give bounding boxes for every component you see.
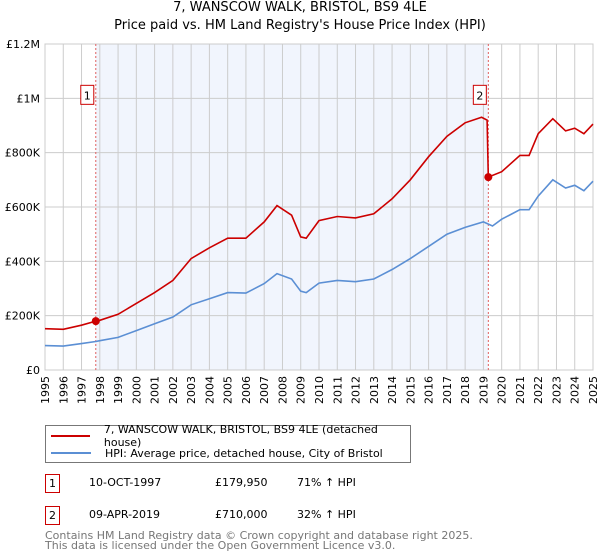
x-tick-label: 2016 [423,376,436,404]
x-tick-label: 1996 [57,376,70,404]
x-tick-label: 2001 [149,376,162,404]
y-tick-label: £800K [5,147,41,160]
x-tick-label: 2022 [532,376,545,404]
legend-swatch-blue [51,452,91,454]
x-tick-label: 2004 [203,376,216,404]
sale-marker-box [80,84,95,105]
x-tick-label: 2010 [313,376,326,404]
x-tick-label: 2009 [295,376,308,404]
x-tick-label: 2017 [441,376,454,404]
x-tick-label: 2025 [587,376,600,404]
chart-title: 7, WANSCOW WALK, BRISTOL, BS9 4LE [173,0,427,15]
sale-date: 10-OCT-1997 [89,476,162,489]
x-tick-label: 2013 [368,376,381,404]
x-tick-label: 1998 [94,376,107,404]
x-tick-label: 1995 [39,376,52,404]
sale-date: 09-APR-2019 [89,508,161,521]
x-tick-label: 2007 [258,376,271,404]
legend-label: HPI: Average price, detached house, City… [105,446,383,460]
x-tick-label: 2005 [222,376,235,404]
legend-swatch-red [51,435,90,437]
x-tick-label: 2015 [404,376,417,404]
sale-marker-label: 2 [476,89,483,102]
y-tick-label: £1.2M [6,38,40,51]
sale-point [91,317,100,326]
sale-marker: 2 [45,506,60,525]
x-tick-label: 2003 [185,376,198,404]
sale-hpi-diff: 32% ↑ HPI [297,508,356,521]
footer-line: This data is licensed under the Open Gov… [45,539,396,552]
x-tick-label: 2002 [167,376,180,404]
x-tick-label: 2000 [130,376,143,404]
footer: Contains HM Land Registry data © Crown c… [45,529,473,552]
y-tick-label: £600K [5,201,41,214]
property-price-line [44,116,594,331]
sale-hpi-diff: 71% ↑ HPI [297,476,356,489]
sale-marker-box [472,84,487,105]
x-tick-label: 2014 [386,376,399,404]
sale-marker-label: 1 [84,89,91,102]
y-tick-label: £1M [17,92,41,105]
chart-subtitle: Price paid vs. HM Land Registry's House … [114,18,486,33]
x-tick-label: 1999 [112,376,125,404]
legend: 7, WANSCOW WALK, BRISTOL, BS9 4LE (detac… [45,423,411,463]
x-tick-label: 2011 [331,376,344,404]
sale-price: £179,950 [215,476,268,489]
x-tick-label: 2019 [477,376,490,404]
x-tick-label: 2008 [276,376,289,404]
x-tick-label: 1997 [76,376,89,404]
legend-item-property: 7, WANSCOW WALK, BRISTOL, BS9 4LE (detac… [46,423,410,449]
sale-price: £710,000 [215,508,268,521]
x-tick-label: 2024 [569,376,582,404]
price-chart: 1995 1996 1997 1998 1999 2000 2001 2002 2003 2004… [5,38,600,404]
x-tick-label: 2012 [350,376,363,404]
hpi-line [44,178,594,347]
legend-item-hpi: HPI: Average price, detached house, City… [46,445,383,461]
sale-marker: 1 [45,474,60,493]
y-tick-label: £0 [26,364,40,377]
footer-line: Contains HM Land Registry data © Crown c… [45,529,473,542]
sale-point [484,173,493,182]
y-tick-label: £200K [5,310,41,323]
x-tick-label: 2006 [240,376,253,404]
x-tick-label: 2018 [459,376,472,404]
x-tick-label: 2023 [550,376,563,404]
x-tick-label: 2020 [496,376,509,404]
y-tick-label: £400K [5,255,41,268]
legend-label: 7, WANSCOW WALK, BRISTOL, BS9 4LE (detac… [103,423,378,449]
x-tick-label: 2021 [514,376,527,404]
